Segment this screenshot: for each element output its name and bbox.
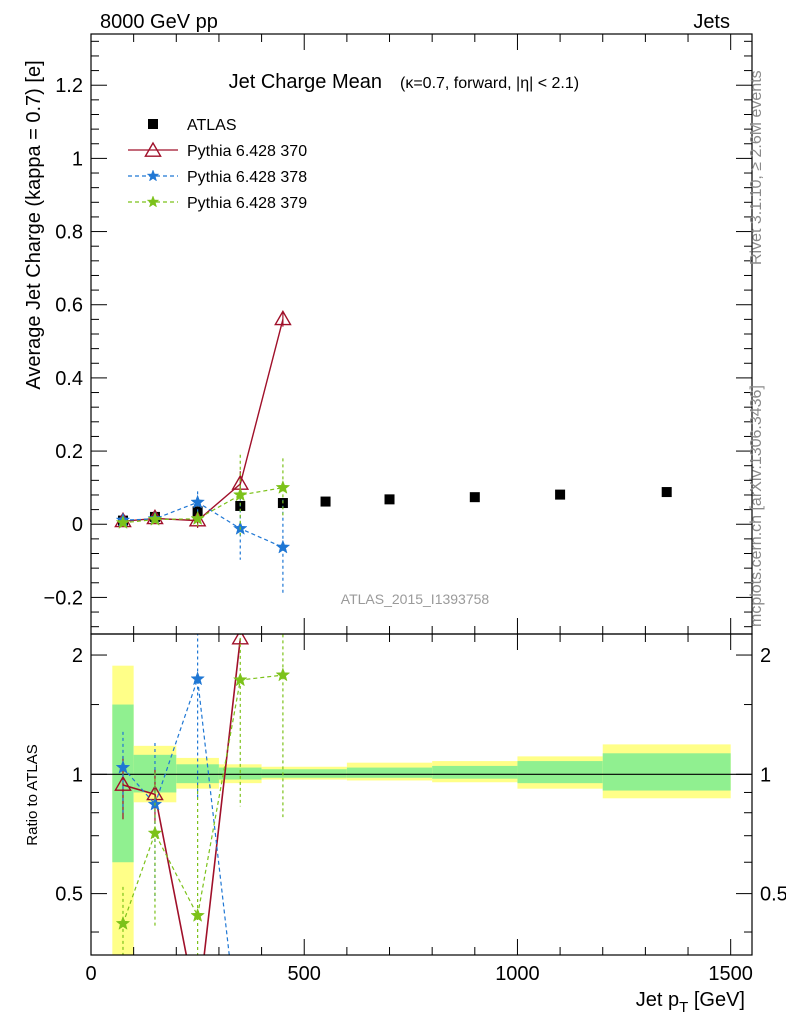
main-y-tick-label: 0.4 bbox=[55, 368, 83, 390]
legend-marker-star bbox=[146, 169, 160, 182]
legend-label: Pythia 6.428 379 bbox=[187, 195, 307, 212]
main-data bbox=[114, 309, 672, 595]
main-series bbox=[114, 309, 292, 528]
ratio-panel: 0.5 0.5 1 1 2 2 0 500 1000 1500 bbox=[55, 633, 786, 985]
ratio-point-star bbox=[147, 825, 163, 840]
ratio-y-tick-label-right: 1 bbox=[760, 764, 771, 786]
legend-item: Pythia 6.428 379 bbox=[128, 195, 307, 212]
ratio-y-axis-label: Ratio to ATLAS bbox=[24, 744, 41, 845]
main-point-star bbox=[232, 487, 248, 502]
main-series bbox=[115, 454, 291, 536]
legend-item: ATLAS bbox=[148, 117, 237, 134]
ratio-band-inner bbox=[602, 753, 731, 791]
ratio-point-star bbox=[232, 672, 248, 687]
x-tick-label: 0 bbox=[85, 963, 96, 985]
ratio-point-star bbox=[115, 759, 131, 774]
main-y-tick-label: −0.2 bbox=[44, 587, 83, 609]
main-y-tick-label: 1.2 bbox=[55, 75, 83, 97]
ratio-data bbox=[91, 634, 752, 955]
legend-marker-square bbox=[148, 119, 158, 129]
main-y-tick-label: 0.6 bbox=[55, 295, 83, 317]
main-point-atlas bbox=[320, 496, 331, 507]
main-y-axis-label: Average Jet Charge (kappa = 0.7) [e] bbox=[23, 60, 45, 389]
legend: ATLAS Pythia 6.428 370 Pythia 6.428 378 Pyt… bbox=[128, 117, 307, 212]
ratio-point-star bbox=[115, 915, 131, 930]
main-point-star bbox=[115, 515, 131, 529]
main-point-star bbox=[190, 494, 205, 509]
x-axis-label: Jet pT [GeV] bbox=[636, 989, 745, 1016]
ratio-y-tick-label: 1 bbox=[72, 764, 83, 786]
legend-label: Pythia 6.428 378 bbox=[187, 169, 307, 186]
legend-marker-triangle bbox=[144, 141, 162, 157]
ratio-band-inner bbox=[432, 765, 518, 779]
ratio-band-inner bbox=[218, 767, 262, 780]
header-left: 8000 GeV pp bbox=[100, 11, 218, 33]
main-point-star bbox=[275, 539, 291, 554]
main-point-star bbox=[147, 511, 163, 526]
ratio-y-tick-label-right: 2 bbox=[760, 645, 771, 667]
main-series-line bbox=[122, 319, 284, 522]
x-tick-label: 1500 bbox=[708, 963, 753, 985]
main-title-detail: (κ=0.7, forward, |η| < 2.1) bbox=[400, 75, 579, 92]
main-point-atlas bbox=[384, 494, 395, 505]
rivet-label: Rivet 3.1.10, ≥ 2.6M events bbox=[748, 70, 765, 265]
ratio-series-line bbox=[122, 678, 230, 955]
ratio-y-tick-label: 2 bbox=[72, 645, 83, 667]
main-point-atlas bbox=[469, 492, 480, 503]
ratio-frame bbox=[90, 633, 753, 956]
ratio-series bbox=[115, 634, 230, 955]
main-point-triangle bbox=[274, 309, 292, 326]
main-y-tick-label: 1 bbox=[72, 148, 83, 170]
legend-label: Pythia 6.428 370 bbox=[187, 143, 307, 160]
ratio-point-triangle bbox=[114, 775, 132, 791]
main-point-star bbox=[190, 511, 205, 525]
mcplots-label: mcplots.cern.ch [arXiv:1306.3436] bbox=[748, 385, 765, 627]
watermark: ATLAS_2015_I1393758 bbox=[341, 591, 490, 607]
ratio-band-inner bbox=[517, 761, 603, 784]
main-series-line bbox=[122, 501, 284, 548]
main-y-tick-label: 0.2 bbox=[55, 441, 83, 463]
ratio-point-triangle bbox=[231, 634, 250, 645]
main-series-line bbox=[122, 487, 284, 524]
ratio-series bbox=[115, 634, 291, 955]
legend-item: Pythia 6.428 370 bbox=[128, 141, 307, 160]
ratio-band-inner bbox=[346, 767, 433, 778]
ratio-band-inner bbox=[261, 769, 347, 778]
main-y-tick-label: 0 bbox=[72, 514, 83, 536]
main-series bbox=[115, 491, 291, 595]
x-tick-label: 1000 bbox=[495, 963, 540, 985]
main-panel: −0.2 0 0.2 0.4 0.6 0.8 1 1.2 bbox=[44, 33, 753, 635]
header-right: Jets bbox=[693, 11, 730, 33]
ratio-point-star bbox=[275, 667, 291, 682]
main-title: Jet Charge Mean bbox=[229, 71, 382, 93]
ratio-series-line bbox=[122, 674, 283, 924]
main-point-atlas bbox=[661, 487, 672, 498]
ratio-y-tick-label-right: 0.5 bbox=[760, 884, 786, 906]
ratio-series-line bbox=[122, 638, 242, 955]
legend-label: ATLAS bbox=[187, 117, 237, 134]
ratio-point-star bbox=[190, 907, 205, 922]
main-y-tick-label: 0.8 bbox=[55, 222, 83, 244]
legend-item: Pythia 6.428 378 bbox=[128, 169, 307, 186]
x-tick-label: 500 bbox=[288, 963, 321, 985]
main-point-atlas bbox=[555, 489, 566, 500]
ratio-point-star bbox=[190, 671, 205, 686]
legend-marker-star bbox=[146, 195, 160, 208]
main-point-star bbox=[275, 479, 291, 494]
ratio-y-tick-label: 0.5 bbox=[55, 884, 83, 906]
ratio-band-inner bbox=[176, 764, 219, 784]
